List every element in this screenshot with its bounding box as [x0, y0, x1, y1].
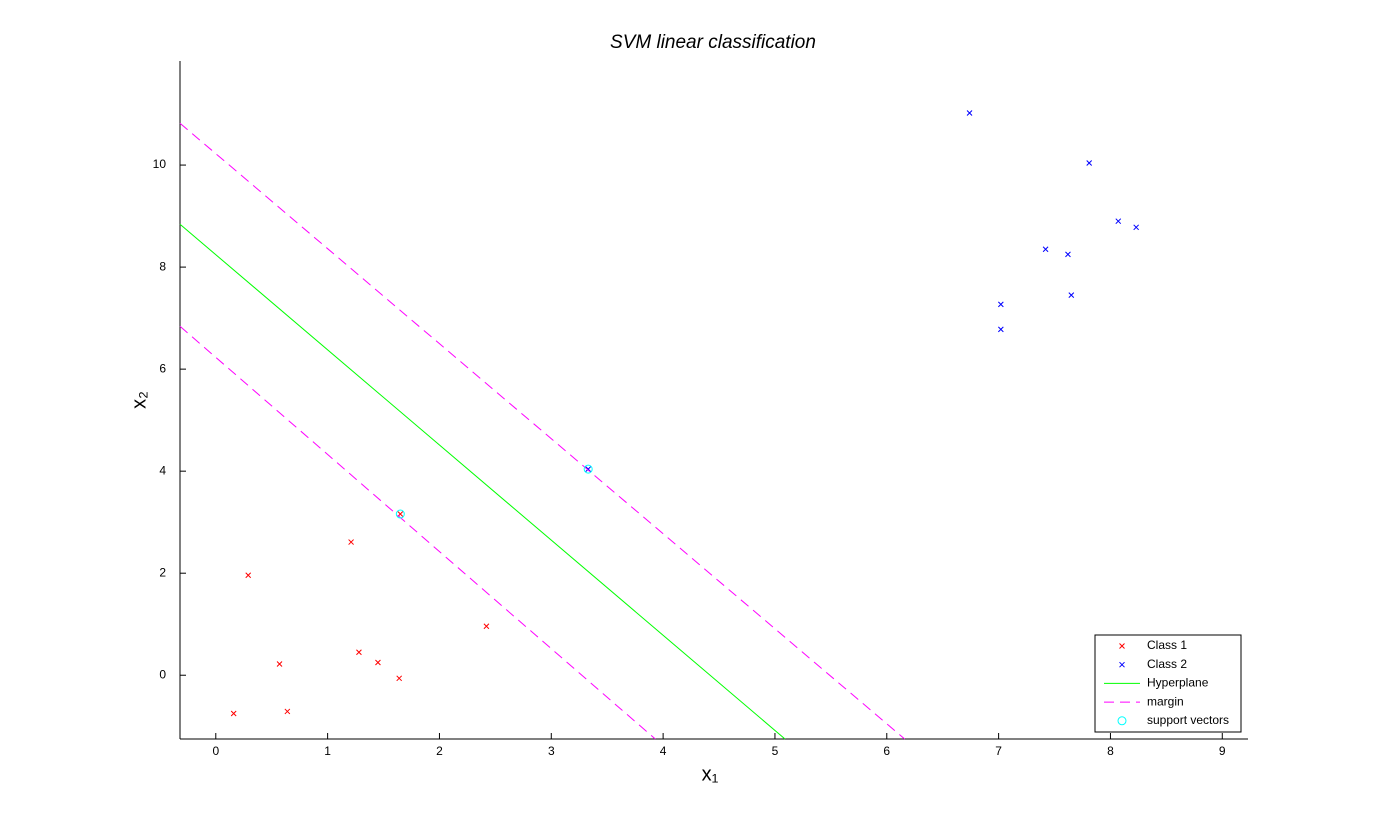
y-tick-label: 6: [159, 361, 166, 375]
marker: [997, 301, 1004, 308]
x-tick-label: 0: [212, 744, 219, 758]
legend-label: Hyperplane: [1147, 676, 1209, 690]
x-tick-label: 4: [660, 744, 667, 758]
marker: [356, 649, 362, 656]
marker: [284, 708, 291, 715]
x-tick-label: 9: [1219, 744, 1226, 758]
marker: [1042, 246, 1049, 253]
x-tick-label: 5: [772, 744, 779, 758]
marker: [230, 710, 237, 717]
x-axis-label: x₁: [702, 763, 719, 785]
y-tick-label: 8: [159, 259, 166, 273]
marker: [966, 110, 973, 116]
y-tick-label: 10: [153, 157, 167, 171]
y-tick-label: 2: [159, 565, 166, 579]
x-tick-label: 6: [883, 744, 890, 758]
marker: [276, 661, 283, 667]
legend-marker: [1117, 716, 1127, 726]
x-tick-label: 3: [548, 744, 555, 758]
x-tick-label: 1: [324, 744, 331, 758]
marker: [1068, 292, 1075, 299]
marker: [348, 539, 354, 545]
legend: Class 1 Class 2 Hyperplane margin support ve…: [1094, 634, 1242, 733]
y-axis-label: x₂: [128, 391, 150, 409]
legend-label: margin: [1147, 694, 1184, 708]
marker: [396, 675, 403, 682]
legend-label: Class 2: [1147, 657, 1187, 671]
marker: [583, 464, 593, 474]
y-tick-label: 0: [159, 667, 166, 681]
marker: [245, 572, 252, 579]
line: [179, 223, 786, 740]
line: [179, 325, 656, 740]
marker: [375, 659, 381, 666]
x-tick-label: 7: [995, 744, 1002, 758]
marker: [1115, 218, 1122, 225]
chart-title: SVM linear classification: [610, 32, 816, 53]
marker: [997, 326, 1004, 333]
marker: [585, 466, 592, 472]
marker: [483, 623, 490, 630]
marker: [1086, 160, 1093, 166]
marker: [395, 509, 405, 519]
legend-marker: [1119, 661, 1125, 668]
legend-label: support vectors: [1147, 713, 1229, 727]
x-tick-label: 2: [436, 744, 443, 758]
legend-label: Class 1: [1147, 638, 1187, 652]
marker: [1133, 224, 1140, 231]
marker: [1065, 251, 1071, 258]
y-tick-label: 4: [159, 463, 166, 477]
legend-marker: [1119, 643, 1125, 649]
line: [179, 122, 905, 740]
x-tick-label: 8: [1107, 744, 1114, 758]
